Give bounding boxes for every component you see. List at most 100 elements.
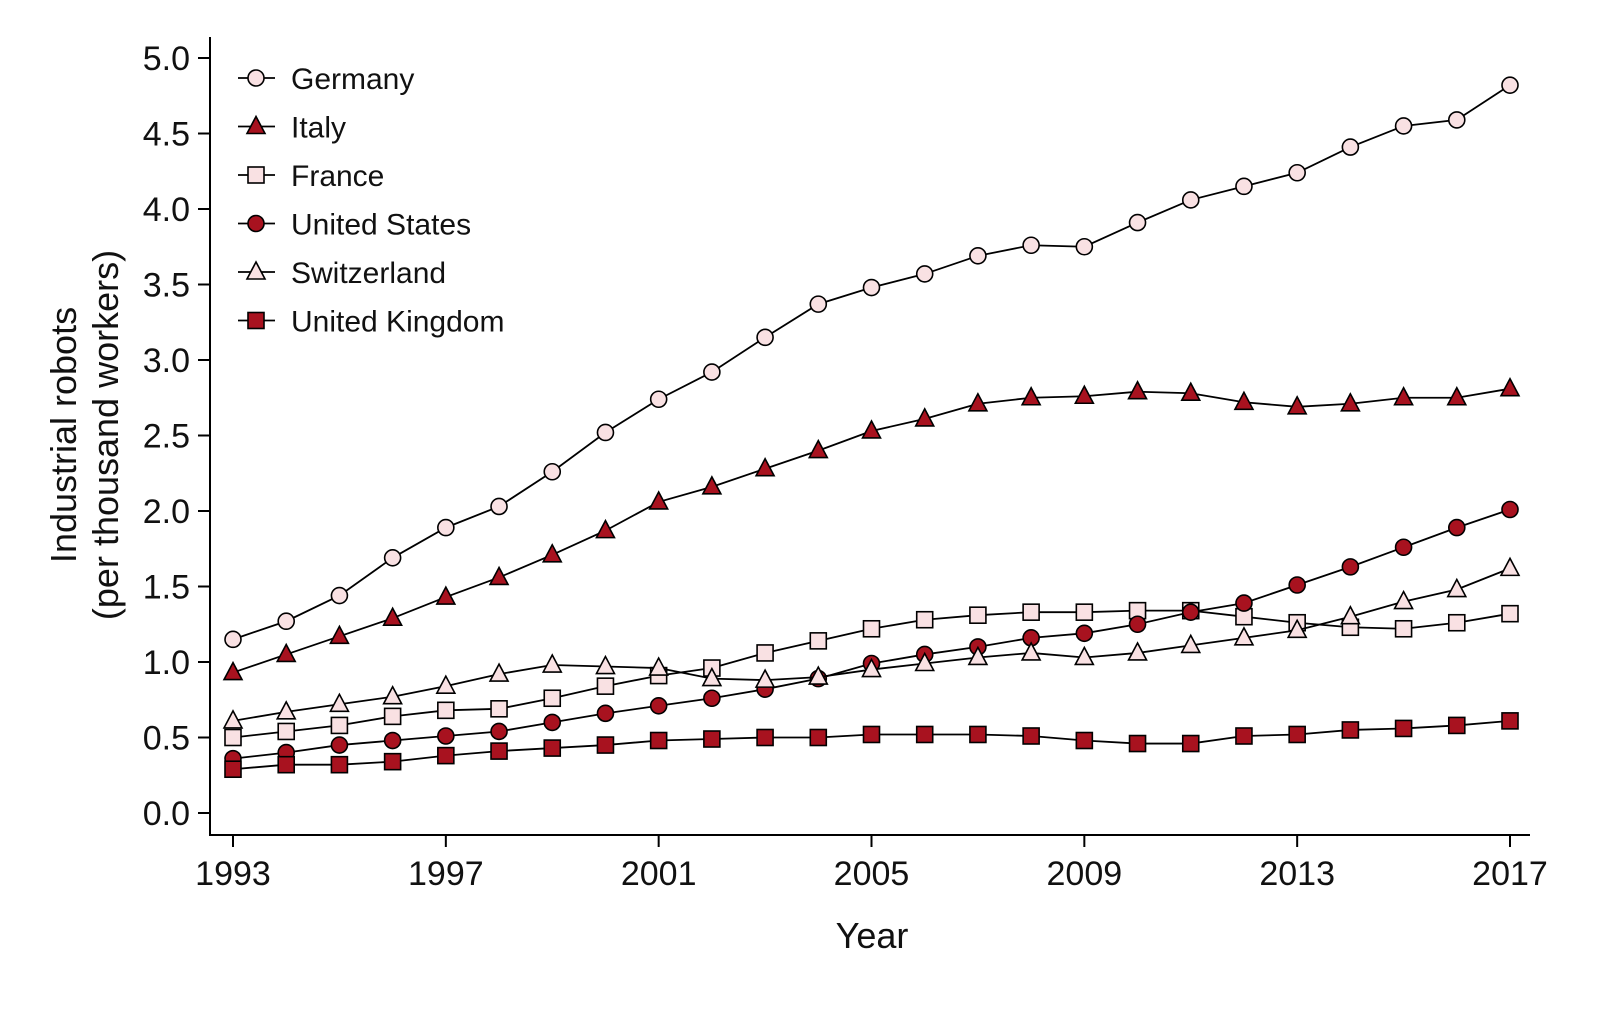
- data-point-germany: [1288, 163, 1306, 182]
- data-point-france: [330, 716, 349, 735]
- data-point-switzerland: [222, 709, 244, 729]
- data-point-italy: [967, 392, 989, 412]
- data-point-germany: [490, 497, 508, 516]
- data-point-united-kingdom: [1501, 712, 1519, 730]
- data-point-switzerland: [1499, 556, 1521, 577]
- x-axis-title: Year: [836, 915, 909, 956]
- legend-item-united-kingdom: United Kingdom: [238, 306, 504, 339]
- data-point-france: [224, 728, 242, 747]
- axis-frame: [209, 37, 1530, 836]
- series-germany: [224, 76, 1519, 649]
- data-point-switzerland: [1446, 577, 1468, 598]
- data-point-united-kingdom: [756, 728, 774, 747]
- data-point-united-kingdom: [1341, 721, 1360, 739]
- data-point-germany: [1022, 236, 1040, 255]
- data-point-germany: [703, 363, 721, 381]
- data-point-france: [277, 722, 296, 741]
- legend-marker-united-states: [247, 214, 265, 233]
- y-tick-label: 3.5: [143, 267, 190, 305]
- data-point-germany: [437, 518, 455, 537]
- data-point-france: [969, 606, 987, 624]
- y-tick-label: 1.5: [143, 569, 190, 607]
- y-tick-label: 4.0: [143, 191, 190, 229]
- data-point-italy: [488, 565, 510, 586]
- series-france: [224, 601, 1519, 747]
- data-point-germany: [969, 247, 987, 265]
- data-point-united-states: [1341, 558, 1360, 576]
- data-point-italy: [1393, 386, 1414, 406]
- legend-item-germany: Germany: [238, 63, 414, 96]
- data-point-united-kingdom: [1181, 734, 1200, 753]
- data-point-united-states: [1075, 624, 1094, 643]
- data-point-united-kingdom: [1288, 725, 1306, 744]
- data-point-united-states: [1181, 603, 1200, 621]
- data-point-italy: [435, 585, 457, 605]
- data-point-france: [437, 701, 455, 720]
- data-point-united-kingdom: [915, 725, 934, 744]
- data-point-france: [1447, 613, 1466, 632]
- data-point-germany: [1235, 177, 1253, 196]
- data-point-united-kingdom: [1128, 734, 1147, 753]
- data-point-united-kingdom: [1447, 716, 1466, 735]
- y-tick-label: 4.5: [143, 116, 190, 154]
- legend-item-italy: Italy: [238, 112, 346, 145]
- legend-item-switzerland: Switzerland: [238, 257, 446, 290]
- legend: Germany Italy France United States Switzerla…: [238, 63, 504, 339]
- data-point-switzerland: [1127, 641, 1148, 661]
- series-layer: [222, 76, 1521, 779]
- data-point-united-kingdom: [703, 730, 721, 748]
- data-point-germany: [1341, 138, 1360, 156]
- data-point-germany: [862, 278, 881, 297]
- y-tick-label: 3.0: [143, 342, 190, 380]
- data-point-united-kingdom: [437, 746, 455, 765]
- data-point-switzerland: [1286, 618, 1308, 639]
- data-point-united-states: [1394, 538, 1413, 557]
- y-tick-label: 1.0: [143, 644, 190, 682]
- x-tick-label: 2009: [1047, 855, 1123, 893]
- data-point-italy: [914, 407, 936, 427]
- data-point-france: [543, 689, 562, 708]
- data-point-united-states: [703, 689, 721, 708]
- data-point-switzerland: [1074, 645, 1095, 666]
- data-point-france: [809, 632, 828, 650]
- x-tick-label: 2013: [1259, 855, 1335, 893]
- data-point-france: [915, 610, 934, 629]
- data-point-france: [383, 707, 402, 726]
- data-point-united-states: [649, 696, 668, 715]
- data-point-germany: [649, 390, 668, 409]
- data-point-germany: [809, 295, 828, 313]
- data-point-italy: [648, 490, 669, 510]
- x-tick-label: 2005: [834, 855, 910, 893]
- data-point-italy: [1074, 384, 1095, 405]
- data-point-united-states: [437, 727, 455, 745]
- data-point-switzerland: [382, 685, 403, 705]
- data-point-france: [1394, 619, 1413, 638]
- legend-label: France: [291, 160, 384, 193]
- data-point-italy: [1127, 380, 1148, 400]
- data-point-germany: [915, 265, 934, 283]
- data-point-italy: [1499, 376, 1521, 397]
- data-point-switzerland: [1393, 589, 1414, 610]
- legend-marker-italy: [245, 114, 267, 135]
- data-point-france: [1022, 603, 1040, 621]
- data-point-germany: [596, 423, 615, 442]
- data-point-germany: [543, 462, 562, 481]
- data-point-italy: [701, 475, 723, 495]
- data-point-united-states: [1501, 500, 1519, 519]
- data-point-united-states: [490, 722, 508, 741]
- x-tick-label: 2017: [1472, 855, 1548, 893]
- data-point-united-kingdom: [224, 760, 242, 779]
- data-point-switzerland: [861, 657, 882, 678]
- data-point-united-kingdom: [809, 728, 828, 747]
- data-point-switzerland: [488, 662, 510, 682]
- data-point-germany: [330, 586, 349, 605]
- data-point-switzerland: [275, 700, 297, 720]
- data-point-switzerland: [1180, 633, 1202, 654]
- data-point-germany: [1075, 237, 1094, 256]
- data-point-united-kingdom: [1394, 719, 1413, 738]
- data-point-italy: [1020, 386, 1042, 406]
- y-axis-title-line2: (per thousand workers): [85, 250, 126, 620]
- data-point-united-kingdom: [1022, 727, 1040, 745]
- data-point-france: [756, 644, 774, 662]
- series-united-kingdom: [224, 712, 1519, 779]
